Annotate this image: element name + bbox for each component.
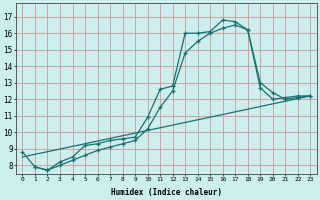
X-axis label: Humidex (Indice chaleur): Humidex (Indice chaleur) <box>111 188 222 197</box>
